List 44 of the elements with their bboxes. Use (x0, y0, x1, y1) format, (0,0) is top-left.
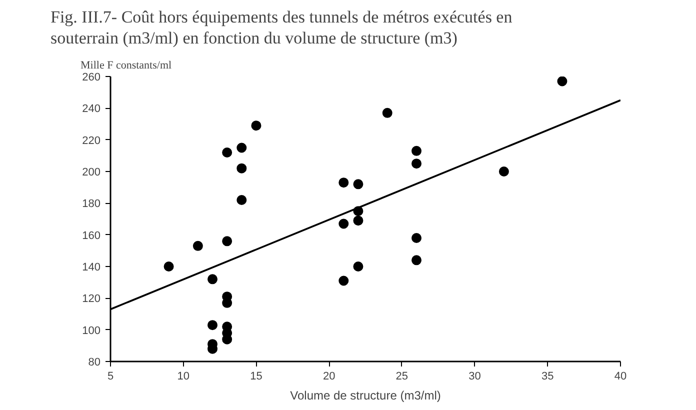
x-tick-label: 30 (468, 370, 481, 382)
y-axis-title: Mille F constants/ml (80, 60, 172, 72)
point (412, 158, 422, 169)
point (557, 76, 568, 86)
y-tick-label: 140 (82, 262, 101, 274)
x-tick-label: 15 (250, 370, 262, 382)
point (353, 179, 364, 190)
y-tick-label: 240 (82, 103, 101, 116)
x-tick-label: 25 (396, 370, 408, 382)
y-tick-label: 120 (82, 293, 101, 306)
y-tick-label: 180 (82, 198, 101, 210)
point (412, 255, 422, 266)
x-tick-label: 35 (542, 370, 554, 382)
y-tick-label: 200 (82, 166, 101, 178)
y-tick-label: 260 (82, 72, 101, 84)
point (251, 120, 262, 131)
point (338, 178, 349, 188)
x-tick-label: 40 (614, 370, 627, 382)
point (236, 163, 247, 174)
point (353, 262, 364, 272)
point (338, 218, 349, 229)
chart-title: Fig. III.7- Coût hors équipements des tunnels de métros exécutés en souterrain (m3/ml) en fonction du volume de structure (m3) (50, 8, 513, 48)
x-tick-label: 10 (177, 370, 190, 382)
point (382, 108, 392, 118)
y-tick-label: 80 (88, 356, 101, 368)
point (208, 274, 218, 284)
point (222, 236, 232, 246)
point (412, 146, 422, 156)
point (236, 142, 247, 153)
point (353, 216, 364, 226)
y-tick-label: 220 (82, 134, 101, 147)
y-tick-label: 100 (82, 324, 101, 337)
point (192, 240, 203, 251)
point (164, 262, 174, 272)
x-axis-title: Volume de structure (m3/ml) (290, 388, 441, 402)
point (498, 166, 509, 176)
point (338, 276, 349, 286)
point (236, 195, 247, 205)
x-tick-label: 5 (107, 370, 114, 382)
point (208, 320, 218, 330)
y-tick-label: 160 (82, 230, 101, 242)
x-tick-label: 20 (322, 370, 336, 382)
point (412, 233, 422, 243)
point (222, 148, 232, 158)
